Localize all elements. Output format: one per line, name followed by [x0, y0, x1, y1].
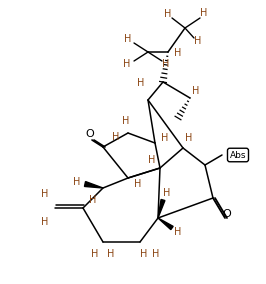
Text: O: O — [223, 209, 231, 219]
Text: H: H — [91, 249, 99, 259]
Text: Abs: Abs — [230, 151, 246, 160]
Text: H: H — [140, 249, 148, 259]
Text: H: H — [174, 48, 182, 58]
Text: H: H — [134, 179, 142, 189]
Text: H: H — [112, 132, 120, 142]
Text: H: H — [148, 155, 156, 165]
Text: H: H — [41, 217, 49, 227]
Text: H: H — [122, 116, 130, 126]
Text: H: H — [200, 8, 208, 18]
Text: H: H — [89, 195, 97, 205]
Text: H: H — [174, 227, 182, 237]
Text: H: H — [123, 59, 131, 69]
Text: H: H — [163, 188, 171, 198]
Polygon shape — [158, 199, 165, 218]
Text: H: H — [41, 189, 49, 199]
Text: H: H — [194, 36, 202, 46]
Text: H: H — [152, 249, 160, 259]
Text: H: H — [161, 133, 169, 143]
Polygon shape — [85, 181, 103, 188]
Text: O: O — [86, 129, 94, 139]
Polygon shape — [158, 218, 173, 230]
Text: H: H — [185, 133, 193, 143]
Text: H: H — [73, 177, 81, 187]
Text: H: H — [164, 9, 172, 19]
Text: H: H — [124, 34, 132, 44]
Text: H: H — [162, 59, 170, 69]
Text: H: H — [107, 249, 115, 259]
Text: H: H — [192, 86, 200, 96]
Text: H: H — [137, 78, 145, 88]
